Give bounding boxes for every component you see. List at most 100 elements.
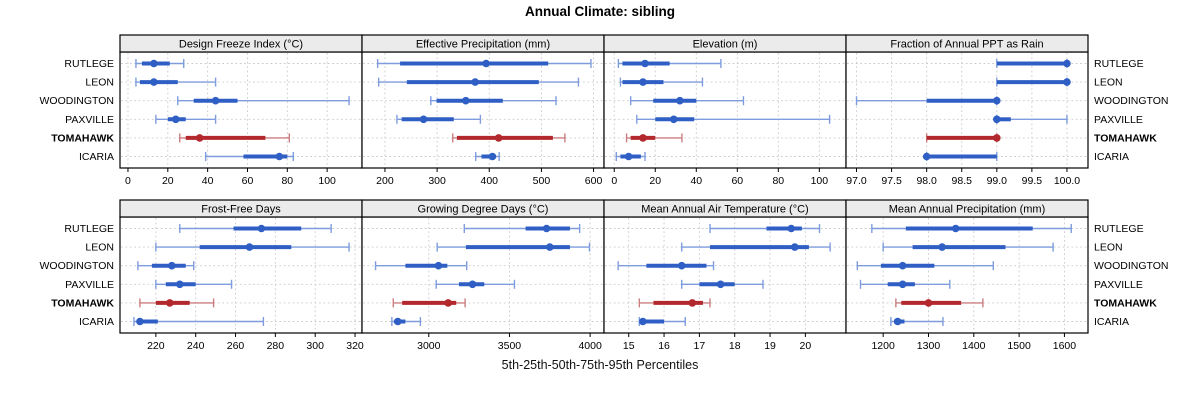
median-dot	[165, 299, 174, 307]
panel-body	[845, 216, 1089, 334]
panel-strip-title: Elevation (m)	[693, 39, 758, 51]
tick-label: 3500	[498, 340, 522, 352]
median-dot	[175, 280, 184, 289]
median-dot	[898, 280, 907, 289]
site-label-left: ICARIA	[79, 316, 114, 328]
tick-label: 15	[623, 340, 635, 352]
site-label-left: PAXVILLE	[65, 279, 114, 291]
median-dot	[461, 96, 470, 105]
median-dot	[677, 261, 686, 270]
median-dot	[167, 261, 176, 270]
median-dot	[394, 317, 402, 326]
panel-strip-title: Design Freeze Index (°C)	[179, 39, 303, 51]
tick-label: 1200	[871, 340, 895, 352]
tick-label: 97.0	[846, 175, 867, 187]
tick-label: 200	[376, 175, 394, 187]
median-dot	[924, 299, 933, 307]
median-dot	[245, 243, 254, 251]
tick-label: 0	[125, 175, 131, 187]
site-label-left: PAXVILLE	[65, 114, 114, 126]
site-label-right: PAXVILLE	[1094, 114, 1143, 126]
median-dot	[639, 78, 647, 86]
x-axis-caption: 5th-25th-50th-75th-95th Percentiles	[501, 358, 699, 372]
median-dot	[790, 243, 799, 251]
median-dot	[195, 134, 204, 142]
site-label-right: PAXVILLE	[1094, 279, 1143, 291]
panel-body	[603, 51, 847, 169]
median-dot	[641, 59, 649, 68]
tick-label: 100	[811, 175, 829, 187]
median-dot	[471, 78, 479, 86]
tick-label: 320	[346, 340, 364, 352]
tick-label: 0	[611, 175, 617, 187]
tick-label: 99.0	[987, 175, 1008, 187]
median-dot	[136, 317, 144, 326]
panel-body	[119, 51, 363, 169]
median-dot	[893, 317, 902, 326]
tick-label: 1600	[1053, 340, 1077, 352]
site-label-right: RUTLEGE	[1094, 223, 1144, 235]
tick-label: 80	[772, 175, 784, 187]
site-label-right: ICARIA	[1094, 151, 1129, 163]
site-label-right: LEON	[1094, 77, 1123, 89]
median-dot	[150, 59, 158, 68]
tick-label: 260	[227, 340, 245, 352]
site-label-left: ICARIA	[79, 151, 114, 163]
median-dot	[951, 224, 960, 233]
median-dot	[494, 134, 503, 142]
median-dot	[688, 299, 697, 307]
tick-label: 280	[267, 340, 285, 352]
panel-body	[845, 51, 1089, 169]
tick-label: 16	[658, 340, 670, 352]
panel-body	[119, 216, 363, 334]
tick-label: 100.0	[1054, 175, 1080, 187]
site-label-left: WOODINGTON	[40, 260, 114, 272]
tick-label: 97.5	[881, 175, 902, 187]
site-label-right: RUTLEGE	[1094, 58, 1144, 70]
tick-label: 60	[731, 175, 743, 187]
median-dot	[419, 115, 428, 124]
panel-body	[361, 51, 605, 169]
panel-body	[603, 216, 847, 334]
median-dot	[787, 224, 796, 233]
panel-strip	[845, 34, 1089, 53]
tick-label: 80	[281, 175, 293, 187]
median-dot	[993, 115, 1001, 124]
site-label-right: TOMAHAWK	[1094, 297, 1157, 309]
site-label-right: TOMAHAWK	[1094, 132, 1157, 144]
site-label-left: TOMAHAWK	[51, 132, 114, 144]
tick-label: 400	[480, 175, 498, 187]
tick-label: 3000	[417, 340, 441, 352]
tick-label: 20	[162, 175, 174, 187]
tick-label: 1400	[962, 340, 986, 352]
site-label-right: LEON	[1094, 242, 1123, 254]
tick-label: 220	[147, 340, 165, 352]
site-label-right: ICARIA	[1094, 316, 1129, 328]
tick-label: 100	[318, 175, 336, 187]
tick-label: 1300	[917, 340, 941, 352]
tick-label: 17	[694, 340, 706, 352]
median-dot	[1063, 59, 1071, 68]
median-dot	[993, 96, 1001, 105]
panel-strip-title: Fraction of Annual PPT as Rain	[890, 39, 1043, 51]
median-dot	[434, 261, 443, 270]
median-dot	[669, 115, 678, 124]
median-dot	[676, 96, 684, 105]
tick-label: 60	[242, 175, 254, 187]
tick-label: 18	[729, 340, 741, 352]
tick-label: 240	[187, 340, 205, 352]
median-dot	[257, 224, 266, 233]
tick-label: 40	[690, 175, 702, 187]
tick-label: 98.5	[952, 175, 973, 187]
median-dot	[993, 134, 1001, 142]
median-dot	[488, 152, 497, 161]
median-dot	[938, 243, 946, 251]
tick-label: 99.5	[1022, 175, 1043, 187]
tick-label: 4000	[578, 340, 602, 352]
site-label-left: WOODINGTON	[40, 95, 114, 107]
tick-label: 98.0	[916, 175, 937, 187]
tick-label: 300	[306, 340, 324, 352]
site-label-left: TOMAHAWK	[51, 297, 114, 309]
median-dot	[275, 152, 284, 161]
